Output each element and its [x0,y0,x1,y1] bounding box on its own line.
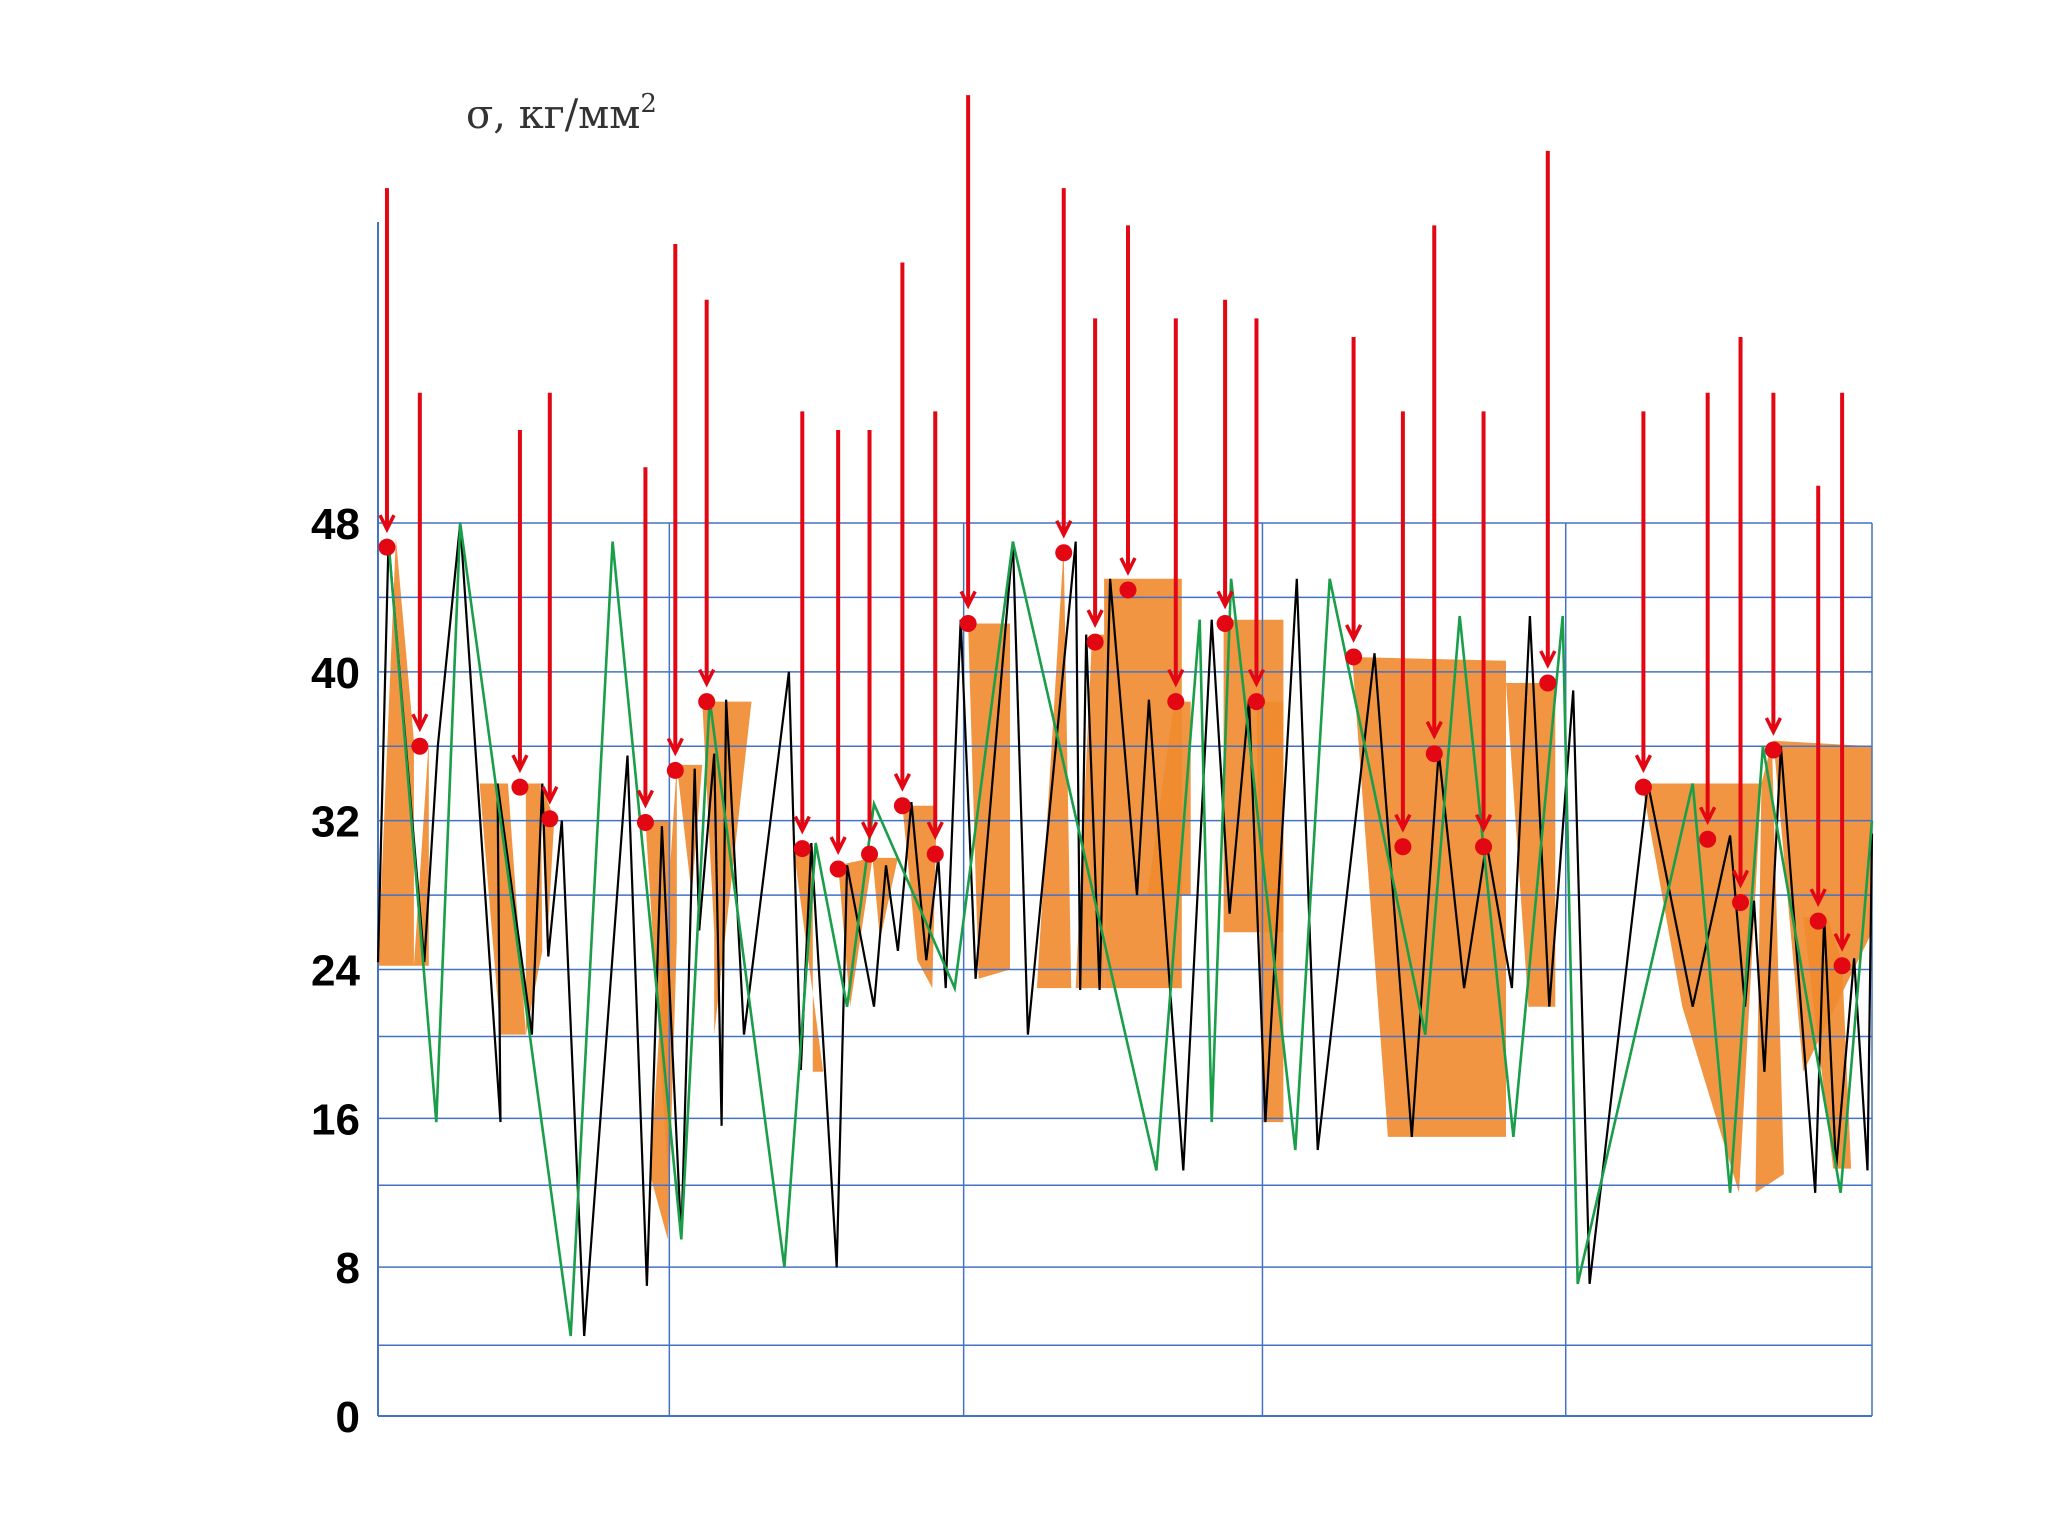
arrow-head-20 [1394,813,1412,833]
arrow-head-7 [793,815,811,835]
arrow-head-2 [511,754,529,774]
y-tick-label-16: 16 [311,1095,360,1144]
arrow-head-4 [636,789,654,809]
arrow-head-19 [1345,624,1363,643]
axes [377,222,1872,1417]
data-point-23 [1539,674,1557,692]
arrow-head-6 [698,668,716,688]
data-point-11 [926,845,944,863]
data-point-14 [1086,633,1104,651]
fill-region-3 [525,783,543,1035]
data-point-6 [698,693,716,711]
arrow-head-21 [1425,720,1443,740]
arrow-head-25 [1699,806,1717,826]
data-point-13 [1055,544,1073,562]
series-line-load [376,522,1874,1337]
y-tick-label-8: 8 [336,1244,360,1293]
data-point-10 [893,797,911,815]
data-point-21 [1425,745,1443,763]
fill-region-19 [1256,701,1284,1123]
y-tick-label-24: 24 [311,947,360,996]
arrow-head-23 [1539,650,1557,669]
fill-region-8 [702,701,752,1035]
data-point-4 [636,814,654,832]
arrow-head-28 [1809,888,1827,908]
fill-region-11 [872,857,898,940]
data-point-15 [1119,581,1137,599]
arrow-head-11 [926,821,944,841]
y-tick-label-0: 0 [336,1393,360,1442]
fill-region-24 [1773,740,1872,1072]
fill-region-2 [479,783,526,1035]
data-point-27 [1764,741,1782,759]
data-point-12 [959,614,977,632]
data-point-19 [1345,648,1363,666]
arrow-head-0 [378,514,396,534]
arrow-head-8 [829,836,847,855]
arrow-head-22 [1474,813,1493,833]
data-point-26 [1732,894,1750,912]
data-point-9 [861,845,879,863]
arrow-head-24 [1634,754,1652,774]
data-point-29 [1833,957,1851,975]
data-point-3 [541,810,559,828]
arrow-head-1 [411,713,429,733]
data-point-5 [666,761,684,779]
data-point-2 [511,778,529,796]
fill-region-22 [1641,783,1762,1193]
y-tick-labels: 0 8 16 24 32 40 48 [311,500,360,1442]
red-points [378,538,1851,975]
data-point-20 [1394,838,1412,856]
arrow-head-5 [666,737,684,757]
data-point-28 [1809,912,1827,930]
data-point-24 [1634,778,1652,796]
arrow-head-18 [1247,668,1266,688]
arrow-head-26 [1731,869,1750,889]
arrow-head-9 [860,821,879,841]
data-point-22 [1475,838,1493,856]
fill-region-21 [1506,683,1556,1007]
data-point-18 [1247,693,1265,711]
data-point-25 [1699,830,1717,848]
data-point-17 [1216,614,1234,632]
arrow-head-3 [541,786,559,805]
fill-region-13 [968,623,1010,979]
data-point-1 [411,737,429,755]
red-arrows [378,95,1851,952]
fill-region-0 [378,537,414,966]
data-point-0 [378,538,396,556]
series-line-envelope [387,522,1874,1337]
arrow-head-29 [1833,932,1851,952]
fill-region-25 [1803,917,1852,1169]
arrow-head-17 [1216,590,1234,610]
data-point-7 [793,840,811,858]
y-axis-label: σ, кг/мм2 [466,89,657,138]
data-lines [376,522,1874,1337]
y-tick-label-32: 32 [311,798,360,847]
y-tick-label-48: 48 [311,500,360,549]
shaded-regions [378,537,1872,1240]
arrow-head-13 [1055,519,1073,539]
fill-region-17 [1147,701,1191,896]
data-point-8 [829,860,847,878]
data-point-16 [1167,693,1185,711]
arrow-head-10 [893,773,911,792]
arrow-head-12 [959,590,977,610]
arrow-head-15 [1119,557,1137,576]
y-tick-label-40: 40 [311,649,360,698]
arrow-head-14 [1086,609,1104,628]
arrow-head-16 [1167,668,1185,688]
arrow-head-27 [1764,717,1782,736]
